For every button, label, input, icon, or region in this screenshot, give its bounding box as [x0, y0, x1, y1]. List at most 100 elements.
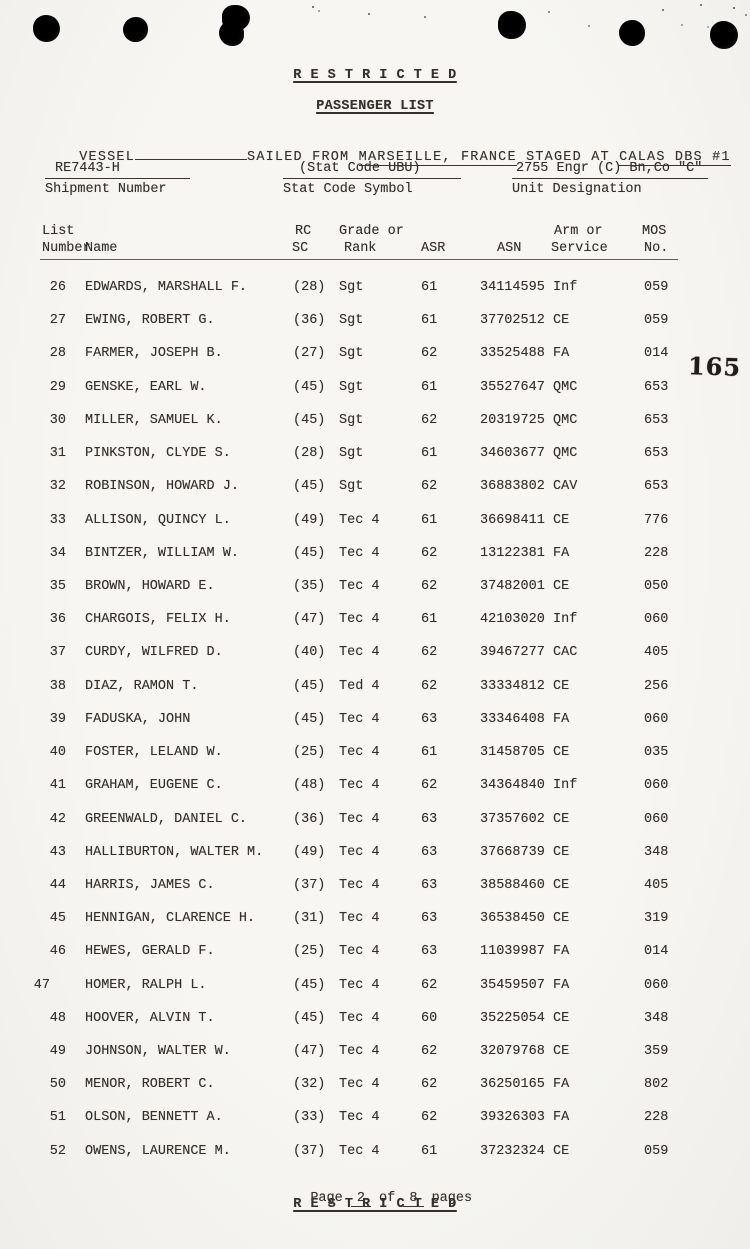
arm-service: FA: [553, 711, 570, 727]
mos-number: 059: [644, 313, 669, 329]
classification-banner-top: R E S T R I C T E D: [293, 68, 457, 83]
rc-sc-code: (45): [293, 977, 326, 993]
list-number: 30: [49, 412, 66, 428]
ink-dot: [710, 21, 738, 49]
table-row: 28 FARMER, JOSEPH B. (27) Sgt 62 3352548…: [0, 342, 750, 375]
passenger-name: HOMER, RALPH L.: [85, 977, 207, 993]
mos-number: 059: [644, 280, 669, 295]
passenger-name: HARRIS, JAMES C.: [85, 877, 215, 893]
table-row: 38 DIAZ, RAMON T. (45) Ted 4 62 33334812…: [0, 675, 750, 708]
asn-number: 39467277: [480, 645, 545, 661]
arm-service: QMC: [553, 412, 578, 428]
total-pages: 8: [403, 1191, 424, 1207]
passenger-table: 26 EDWARDS, MARSHALL F. (28) Sgt 61 3411…: [0, 276, 750, 1173]
passenger-name: DIAZ, RAMON T.: [85, 678, 199, 694]
arm-service: CE: [553, 844, 570, 860]
grade-rank: Tec 4: [339, 512, 380, 528]
asr-score: 62: [421, 1044, 438, 1060]
folio-stamp: 165: [687, 351, 742, 382]
unit-designation-value: 2755 Engr (C) Bn,Co "C": [516, 161, 703, 176]
paper-speckles: [0, 0, 2, 2]
grade-rank: Tec 4: [339, 711, 380, 727]
list-number: 35: [49, 578, 66, 594]
col-header-asn: ASN: [497, 241, 522, 256]
table-row: 44 HARRIS, JAMES C. (37) Tec 4 63 385884…: [0, 874, 750, 907]
mos-number: 653: [644, 412, 669, 428]
passenger-name: CHARGOIS, FELIX H.: [85, 612, 231, 628]
mos-number: 348: [644, 1010, 669, 1026]
rc-sc-code: (33): [293, 1110, 326, 1126]
mos-number: 014: [644, 944, 669, 960]
passenger-name: HEWES, GERALD F.: [85, 944, 215, 960]
staged-at-text: STAGED AT: [516, 150, 620, 165]
arm-service: FA: [553, 1110, 570, 1126]
asr-score: 61: [421, 313, 438, 329]
rc-sc-code: (45): [293, 1010, 326, 1026]
staging-area: CALAS DBS #1: [619, 150, 731, 166]
rc-sc-code: (25): [293, 944, 326, 960]
rc-sc-code: (49): [293, 844, 326, 860]
table-row: 47 HOMER, RALPH L. (45) Tec 4 62 3545950…: [0, 974, 750, 1007]
passenger-name: GREENWALD, DANIEL C.: [85, 811, 248, 827]
grade-rank: Tec 4: [339, 745, 380, 761]
list-number: 43: [49, 844, 66, 860]
rc-sc-code: (37): [293, 877, 326, 893]
table-row: 30 MILLER, SAMUEL K. (45) Sgt 62 2031972…: [0, 409, 750, 442]
list-number: 29: [49, 379, 66, 395]
asr-score: 61: [421, 745, 438, 761]
table-row: 46 HEWES, GERALD F. (25) Tec 4 63 110399…: [0, 940, 750, 973]
mos-number: 319: [644, 911, 669, 927]
grade-rank: Sgt: [339, 346, 364, 362]
rc-sc-code: (27): [293, 346, 326, 362]
mos-number: 228: [644, 1110, 669, 1126]
asr-score: 62: [421, 1110, 438, 1126]
asr-score: 62: [421, 778, 438, 794]
asn-number: 36698411: [480, 512, 545, 528]
rc-sc-code: (36): [293, 313, 326, 329]
col-header-grade-1: Grade or: [339, 224, 404, 239]
list-number: 26: [49, 280, 66, 295]
asr-score: 63: [421, 944, 438, 960]
mos-number: 776: [644, 512, 669, 528]
table-row: 42 GREENWALD, DANIEL C. (36) Tec 4 63 37…: [0, 808, 750, 841]
asn-number: 33346408: [480, 711, 545, 727]
asn-number: 37668739: [480, 844, 545, 860]
header-rule: [40, 259, 678, 260]
grade-rank: Tec 4: [339, 645, 380, 661]
col-header-name: Name: [85, 241, 118, 256]
asn-number: 34114595: [480, 280, 545, 295]
asr-score: 61: [421, 1143, 438, 1159]
grade-rank: Sgt: [339, 313, 364, 329]
asn-number: 33334812: [480, 678, 545, 694]
col-header-rc: RC: [295, 224, 312, 239]
rc-sc-code: (31): [293, 911, 326, 927]
asn-number: 37702512: [480, 313, 545, 329]
table-row: 52 OWENS, LAURENCE M. (37) Tec 4 61 3723…: [0, 1140, 750, 1173]
mos-number: 653: [644, 446, 669, 462]
ink-dot: [619, 20, 645, 46]
stat-code-field: (Stat Code UBU): [283, 161, 461, 179]
table-row: 41 GRAHAM, EUGENE C. (48) Tec 4 62 34364…: [0, 774, 750, 807]
page-number: 2: [350, 1191, 371, 1207]
list-number: 32: [49, 479, 66, 495]
grade-rank: Tec 4: [339, 1010, 380, 1026]
asr-score: 63: [421, 711, 438, 727]
col-header-mos-2: No.: [644, 241, 669, 256]
asr-score: 62: [421, 412, 438, 428]
asr-score: 62: [421, 479, 438, 495]
mos-number: 405: [644, 877, 669, 893]
table-row: 51 OLSON, BENNETT A. (33) Tec 4 62 39326…: [0, 1106, 750, 1139]
asn-number: 36538450: [480, 911, 545, 927]
table-row: 35 BROWN, HOWARD E. (35) Tec 4 62 374820…: [0, 575, 750, 608]
rc-sc-code: (45): [293, 545, 326, 561]
table-row: 50 MENOR, ROBERT C. (32) Tec 4 62 362501…: [0, 1073, 750, 1106]
rc-sc-code: (45): [293, 711, 326, 727]
table-row: 29 GENSKE, EARL W. (45) Sgt 61 35527647 …: [0, 376, 750, 409]
list-number: 40: [49, 745, 66, 761]
list-number: 47: [33, 977, 50, 993]
list-number: 34: [49, 545, 66, 561]
col-header-sc: SC: [292, 241, 309, 256]
rc-sc-code: (45): [293, 412, 326, 428]
table-row: 26 EDWARDS, MARSHALL F. (28) Sgt 61 3411…: [0, 276, 750, 309]
asn-number: 35459507: [480, 977, 545, 993]
